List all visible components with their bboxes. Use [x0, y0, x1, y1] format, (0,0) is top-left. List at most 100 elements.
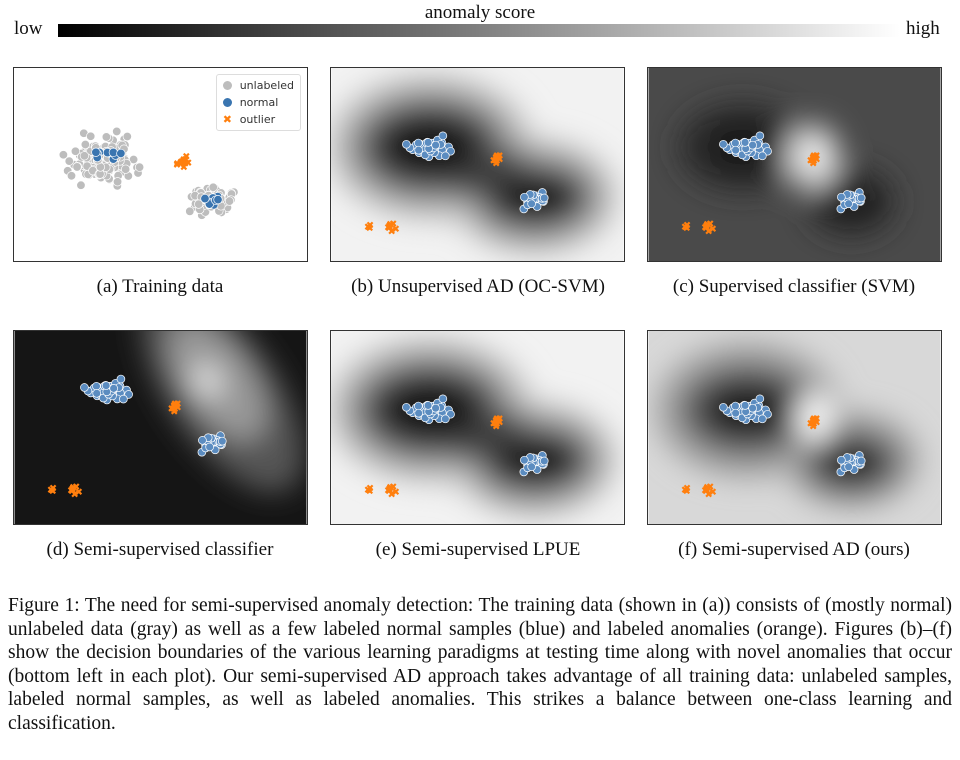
legend: unlabeled normal ✖ outlier — [215, 74, 301, 131]
novel-anomaly-point — [683, 224, 691, 232]
normal-point — [116, 148, 126, 159]
normal-point — [414, 401, 423, 411]
legend-label: normal — [239, 96, 279, 109]
colorbar-title: anomaly score — [424, 2, 536, 23]
novel-anomaly-point — [709, 488, 717, 496]
panel-b-plot — [330, 67, 625, 262]
gray-dot-icon — [222, 81, 232, 90]
normal-point — [539, 193, 549, 203]
normal-point — [414, 145, 423, 155]
novel-anomaly-point — [386, 220, 394, 228]
unlabeled-point — [76, 180, 86, 190]
novel-anomaly-point — [386, 483, 394, 491]
scatter-plot — [331, 68, 624, 261]
normal-point — [856, 193, 866, 203]
normal-point — [441, 151, 450, 161]
normal-point — [119, 394, 128, 404]
normal-point — [205, 442, 214, 452]
panel-c-plot — [647, 67, 942, 262]
unlabeled-point — [58, 150, 68, 160]
normal-point — [844, 462, 853, 472]
unlabeled-point — [194, 199, 204, 209]
colorbar — [58, 24, 900, 37]
legend-item-outlier: ✖ outlier — [223, 111, 294, 128]
scatter-plot — [648, 331, 941, 524]
unlabeled-point — [72, 162, 82, 172]
outlier-point — [813, 155, 820, 163]
normal-point — [92, 381, 101, 391]
outlier-point — [813, 418, 820, 426]
normal-point — [108, 147, 118, 158]
unlabeled-point — [224, 196, 235, 206]
novel-anomaly-point — [683, 487, 691, 495]
unlabeled-point — [208, 182, 218, 192]
normal-point — [217, 436, 227, 446]
novel-anomaly-point — [366, 487, 374, 495]
outlier-point — [496, 155, 503, 163]
normal-point — [423, 138, 433, 147]
novel-anomaly-point — [703, 483, 711, 491]
normal-point — [520, 192, 529, 202]
panel-f-plot — [647, 330, 942, 525]
novel-anomaly-point — [49, 487, 57, 495]
unlabeled-point — [80, 139, 90, 150]
normal-point — [837, 192, 846, 202]
normal-point — [116, 374, 126, 384]
legend-item-unlabeled: unlabeled — [222, 77, 294, 94]
novel-anomaly-point — [69, 483, 77, 491]
novel-anomaly-point — [392, 225, 400, 233]
normal-point — [438, 131, 448, 141]
normal-point — [731, 408, 740, 418]
normal-point — [520, 455, 529, 465]
novel-anomaly-point — [75, 488, 83, 496]
normal-point — [539, 456, 549, 466]
normal-point — [431, 403, 440, 413]
scatter-plot — [14, 331, 307, 524]
legend-item-normal: normal — [222, 94, 294, 111]
outlier-point — [176, 160, 184, 167]
colorbar-low-label: low — [14, 18, 43, 39]
normal-point — [91, 147, 101, 157]
normal-point — [414, 138, 423, 148]
normal-point — [731, 401, 740, 411]
panel-e-plot — [330, 330, 625, 525]
scatter-plot — [648, 68, 941, 261]
normal-point — [856, 456, 866, 466]
normal-point — [109, 384, 118, 393]
normal-point — [438, 394, 448, 404]
novel-anomaly-point — [392, 488, 400, 496]
normal-point — [414, 408, 423, 418]
normal-point — [402, 402, 411, 412]
outlier-point — [496, 418, 503, 426]
normal-point — [731, 145, 740, 155]
normal-point — [423, 401, 433, 410]
normal-point — [748, 140, 757, 150]
subcaption-b: (b) Unsupervised AD (OC-SVM) — [351, 276, 605, 297]
normal-point — [92, 389, 102, 398]
legend-label: outlier — [239, 113, 276, 126]
colorbar-high-label: high — [906, 18, 940, 39]
subcaption-d: (d) Semi-supervised classifier — [46, 539, 274, 560]
normal-point — [755, 131, 765, 141]
unlabeled-point — [86, 131, 96, 141]
unlabeled-point — [112, 126, 122, 137]
unlabeled-point — [122, 131, 132, 142]
normal-point — [755, 394, 765, 404]
unlabeled-point — [79, 151, 89, 161]
unlabeled-point — [185, 206, 195, 216]
unlabeled-point — [64, 156, 74, 166]
orange-x-icon: ✖ — [222, 113, 232, 126]
normal-point — [527, 199, 536, 209]
normal-point — [719, 139, 728, 149]
normal-point — [719, 402, 728, 412]
scatter-plot — [58, 126, 239, 220]
unlabeled-point — [66, 171, 77, 181]
normal-point — [758, 414, 767, 424]
novel-anomaly-point — [366, 224, 374, 232]
normal-point — [101, 381, 111, 390]
normal-point — [844, 199, 853, 209]
panel-a-plot: unlabeled normal ✖ outlier — [13, 67, 308, 262]
normal-point — [80, 383, 89, 392]
unlabeled-point — [112, 177, 123, 187]
normal-point — [748, 403, 757, 413]
